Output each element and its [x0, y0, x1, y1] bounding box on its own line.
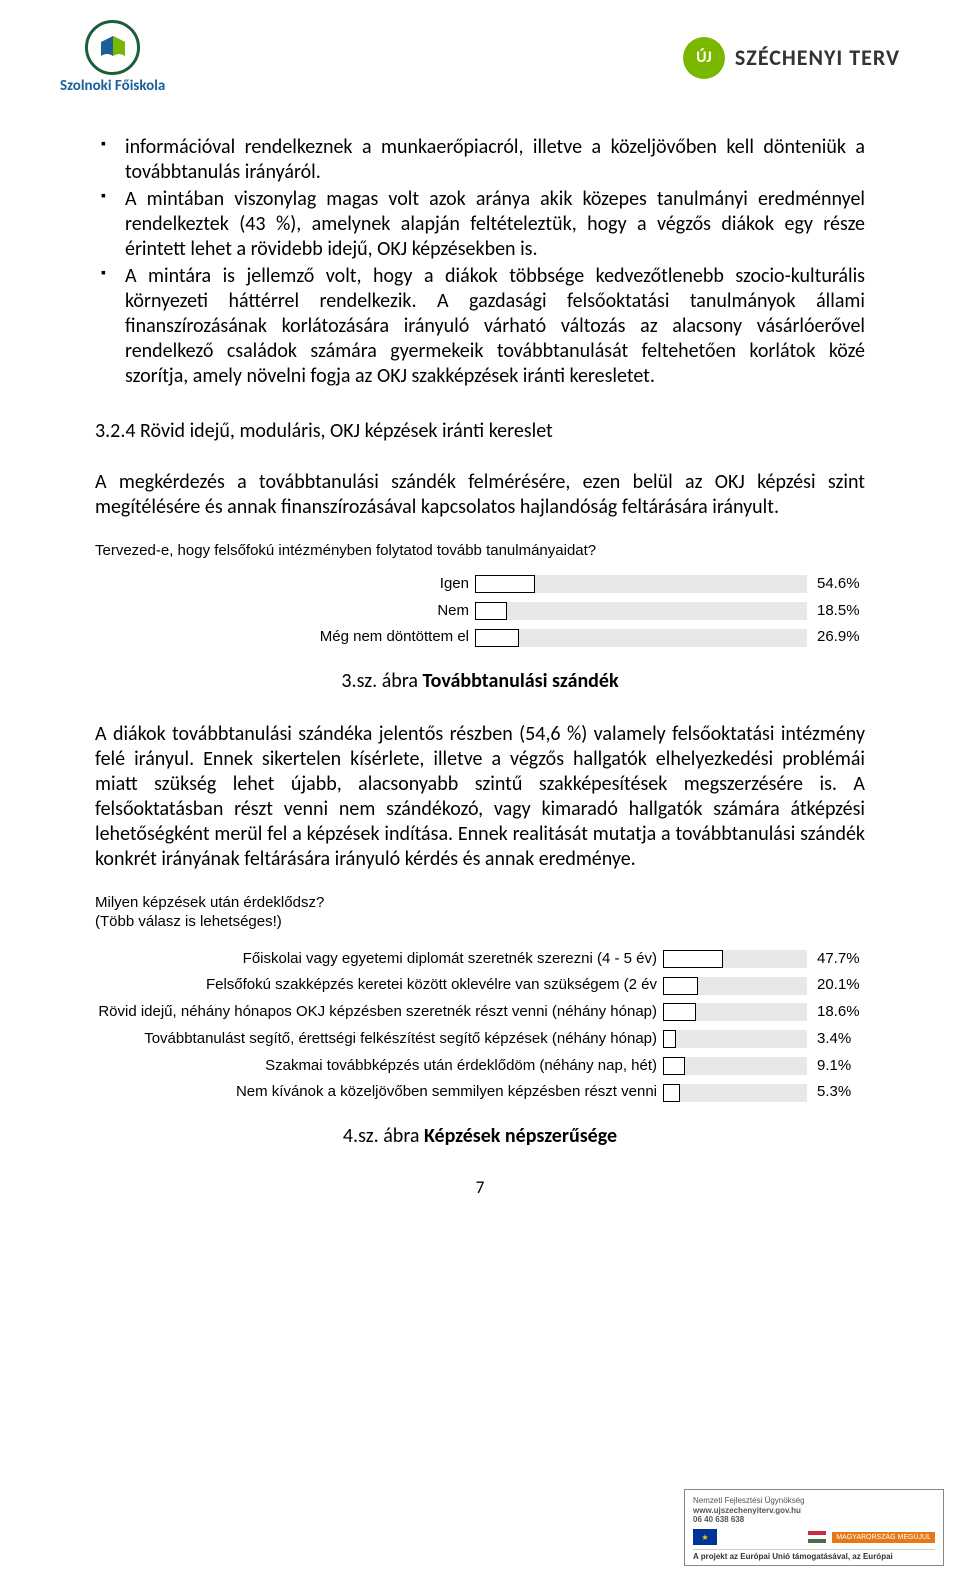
caption1-prefix: 3.sz. ábra [341, 669, 422, 693]
caption2-prefix: 4.sz. ábra [343, 1124, 424, 1148]
survey2-subnote: (Több válasz is lehetséges!) [95, 913, 865, 932]
survey-row: Főiskolai vagy egyetemi diplomát szeretn… [95, 950, 865, 969]
survey-row-label: Felsőfokú szakképzés keretei között okle… [95, 976, 663, 995]
page-header: Szolnoki Főiskola ÚJ SZÉCHENYI TERV [0, 0, 960, 105]
hu-badge: MAGYARORSZÁG MEGÚJUL [832, 1532, 935, 1543]
bullet-list: információval rendelkeznek a munkaerőpia… [95, 135, 865, 389]
page-content: információval rendelkeznek a munkaerőpia… [0, 105, 960, 1198]
footer-phone: 06 40 638 638 [693, 1515, 935, 1525]
survey-row-label: Igen [95, 575, 475, 594]
survey-row-pct: 3.4% [807, 1030, 865, 1049]
footer-flags: ★ MAGYARORSZÁG MEGÚJUL [693, 1529, 935, 1545]
survey-row: Igen 54.6% [95, 575, 865, 594]
survey-row: Nem 18.5% [95, 602, 865, 621]
survey-row-pct: 47.7% [807, 950, 865, 969]
survey-bar-box [475, 575, 535, 593]
footer-stamp: Nemzeti Fejlesztési Ügynökség www.ujszec… [684, 1489, 944, 1566]
survey-row-pct: 5.3% [807, 1083, 865, 1102]
survey-row-label: Rövid idejű, néhány hónapos OKJ képzésbe… [95, 1003, 663, 1022]
survey-row-label: Nem [95, 602, 475, 621]
survey-row: Rövid idejű, néhány hónapos OKJ képzésbe… [95, 1003, 865, 1022]
survey1-rows: Igen 54.6% Nem 18.5% Még nem döntöttem el 26.… [95, 575, 865, 647]
survey-bar-track [475, 602, 807, 620]
uj-badge-icon: ÚJ [683, 37, 725, 79]
survey-row: Még nem döntöttem el 26.9% [95, 628, 865, 647]
survey-row-pct: 54.6% [807, 575, 865, 594]
survey-row: Felsőfokú szakképzés keretei között okle… [95, 976, 865, 995]
survey-bar-box [475, 629, 519, 647]
footer-agency-name: Nemzeti Fejlesztési Ügynökség [693, 1496, 935, 1506]
survey-bar-track [663, 977, 807, 995]
survey-bar-track [475, 629, 807, 647]
survey-bar-track [663, 1003, 807, 1021]
survey-row-label: Továbbtanulást segítő, érettségi felkész… [95, 1030, 663, 1049]
survey-bar-box [663, 1057, 685, 1075]
survey2-question: Milyen képzések után érdeklődsz? [95, 894, 865, 913]
survey-bar-box [663, 1003, 696, 1021]
section-heading: 3.2.4 Rövid idejű, moduláris, OKJ képzés… [95, 419, 865, 444]
footer-disclaimer: A projekt az Európai Unió támogatásával,… [693, 1549, 935, 1561]
survey-row-pct: 9.1% [807, 1057, 865, 1076]
survey-bar-track [663, 1030, 807, 1048]
survey-bar-box [663, 977, 698, 995]
survey-bar-track [663, 1084, 807, 1102]
survey-row-pct: 20.1% [807, 976, 865, 995]
paragraph-2: A diákok továbbtanulási szándéka jelentő… [95, 722, 865, 872]
figure-caption-1: 3.sz. ábra Továbbtanulási szándék [95, 669, 865, 694]
survey-row-label: Még nem döntöttem el [95, 628, 475, 647]
survey-bar-box [663, 1030, 676, 1048]
page-number: 7 [95, 1177, 865, 1198]
logo-right-text: SZÉCHENYI TERV [735, 44, 900, 71]
survey-row: Nem kívánok a közeljövőben semmilyen kép… [95, 1083, 865, 1102]
survey2-rows: Főiskolai vagy egyetemi diplomát szeretn… [95, 950, 865, 1103]
survey-row: Továbbtanulást segítő, érettségi felkész… [95, 1030, 865, 1049]
survey-bar-box [663, 1084, 680, 1102]
survey-row-pct: 26.9% [807, 628, 865, 647]
survey-bar-box [663, 950, 723, 968]
footer-url: www.ujszechenyiterv.gov.hu [693, 1506, 935, 1516]
bullet-item: A mintában viszonylag magas volt azok ar… [95, 187, 865, 262]
paragraph-1: A megkérdezés a továbbtanulási szándék f… [95, 470, 865, 520]
caption1-bold: Továbbtanulási szándék [422, 669, 618, 693]
bullet-item: információval rendelkeznek a munkaerőpia… [95, 135, 865, 185]
survey-bar-track [663, 950, 807, 968]
survey-bar-track [475, 575, 807, 593]
caption2-bold: Képzések népszerűsége [424, 1124, 617, 1148]
survey-row-label: Főiskolai vagy egyetemi diplomát szeretn… [95, 950, 663, 969]
survey1-question: Tervezed-e, hogy felsőfokú intézményben … [95, 542, 865, 561]
logo-left-text: Szolnoki Főiskola [60, 77, 165, 95]
survey-row-pct: 18.5% [807, 602, 865, 621]
bullet-item: A mintára is jellemző volt, hogy a diáko… [95, 264, 865, 389]
survey-row-label: Nem kívánok a közeljövőben semmilyen kép… [95, 1083, 663, 1102]
survey-chart-1: Tervezed-e, hogy felsőfokú intézményben … [95, 542, 865, 647]
hu-flag-icon [808, 1531, 826, 1543]
survey-bar-box [475, 602, 507, 620]
logo-szechenyi: ÚJ SZÉCHENYI TERV [683, 37, 900, 79]
survey-bar-track [663, 1057, 807, 1075]
survey-row-pct: 18.6% [807, 1003, 865, 1022]
survey-row: Szakmai továbbképzés után érdeklődöm (né… [95, 1057, 865, 1076]
footer-agency: Nemzeti Fejlesztési Ügynökség www.ujszec… [693, 1496, 935, 1525]
survey-chart-2: Milyen képzések után érdeklődsz? (Több v… [95, 894, 865, 1102]
logo-szolnoki: Szolnoki Főiskola [60, 20, 165, 95]
survey-row-label: Szakmai továbbképzés után érdeklődöm (né… [95, 1057, 663, 1076]
book-shield-icon [85, 20, 140, 75]
eu-flag-icon: ★ [693, 1529, 717, 1545]
figure-caption-2: 4.sz. ábra Képzések népszerűsége [95, 1124, 865, 1149]
